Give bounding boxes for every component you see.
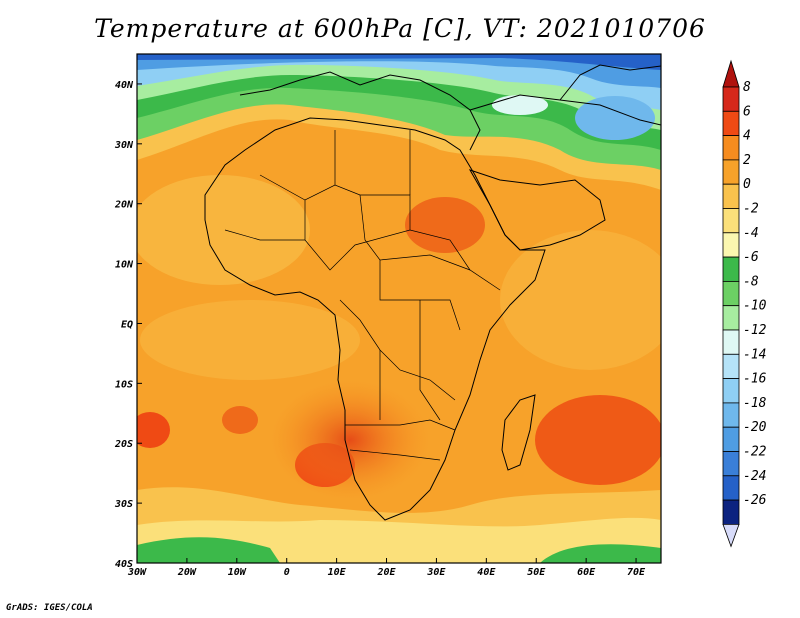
colorbar-label: -4 [743, 226, 759, 241]
colorbar-band [722, 402, 740, 428]
colorbar-band [722, 110, 740, 137]
colorbar-label: 6 [743, 104, 751, 119]
colorbar-band [722, 256, 740, 282]
colorbar-label: -18 [743, 396, 767, 411]
colorbar-band [722, 208, 740, 234]
y-tick-label: EQ [121, 319, 133, 330]
colorbar-band [722, 451, 740, 477]
colorbar-label: 2 [743, 153, 751, 168]
colorbar-band [722, 353, 740, 379]
colorbar-label: -12 [743, 323, 767, 338]
colorbar-label: 4 [743, 129, 751, 144]
x-tick-label: 50E [527, 567, 546, 578]
y-tick-label: 10N [115, 260, 134, 271]
colorbar-band [722, 499, 740, 525]
colorbar-band [722, 86, 740, 112]
colorbar-band [722, 426, 740, 452]
colorbar-bottom-arrow [722, 524, 740, 548]
y-tick-label: 10S [115, 379, 133, 390]
colorbar-label: -16 [743, 372, 767, 387]
colorbar-band [722, 280, 740, 307]
y-tick-label: 20N [114, 200, 134, 211]
y-tick-label: 30S [114, 499, 133, 510]
y-tick-label: 40N [115, 80, 134, 91]
colorbar-label: -2 [743, 202, 759, 217]
x-tick-label: 10E [328, 567, 347, 578]
y-tick-label: 30N [114, 140, 134, 151]
colorbar-band [722, 378, 740, 404]
colorbar-label: -26 [743, 493, 767, 508]
colorbar-label: -22 [743, 445, 767, 460]
colorbar-label: -20 [743, 420, 767, 435]
colorbar-band [722, 183, 740, 209]
colorbar-label: 0 [743, 177, 751, 192]
country-borders [224, 130, 501, 461]
chart-title: Temperature at 600hPa [C], VT: 202101070… [94, 14, 706, 43]
x-tick-label: 0 [284, 567, 290, 578]
x-tick-label: 10W [228, 567, 247, 578]
colorbar-top-arrow [722, 59, 740, 88]
x-tick-label: 40E [477, 567, 496, 578]
x-tick-label: 20W [177, 567, 197, 578]
x-tick-label: 30W [127, 567, 147, 578]
colorbar-label: -6 [743, 250, 759, 265]
colorbar-band [722, 159, 740, 185]
colorbar-band [722, 329, 740, 355]
colorbar-band [722, 232, 740, 258]
colorbar-band [722, 135, 740, 161]
x-axis: 30W 20W 10W 0 10E 20E 30E 40E 50E 60E 70E [127, 558, 646, 578]
colorbar-band [722, 305, 740, 331]
coastlines [204, 64, 661, 521]
map-frame-border [136, 53, 662, 564]
colorbar-band [722, 475, 740, 501]
grads-credit: GrADS: IGES/COLA [6, 603, 93, 613]
x-tick-label: 60E [577, 567, 596, 578]
colorbar-label: -8 [743, 274, 759, 289]
x-tick-label: 20E [376, 567, 396, 578]
x-tick-label: 70E [627, 567, 646, 578]
colorbar-label: -24 [743, 469, 766, 484]
y-axis: 40N 30N 20N 10N EQ 10S 20S 30S 40S [114, 80, 142, 570]
colorbar-label: -14 [743, 347, 766, 362]
colorbar-label: -10 [743, 299, 767, 314]
colorbar: 8 6 4 2 0 -2 -4 -6 -8 -10 -12 -14 -16 -18 -20 -22 -24 -26 [722, 59, 767, 548]
y-tick-label: 40S [115, 559, 133, 570]
y-tick-label: 20S [114, 439, 133, 450]
colorbar-label: 8 [743, 80, 751, 95]
temperature-field [137, 54, 661, 563]
x-tick-label: 30E [426, 567, 446, 578]
